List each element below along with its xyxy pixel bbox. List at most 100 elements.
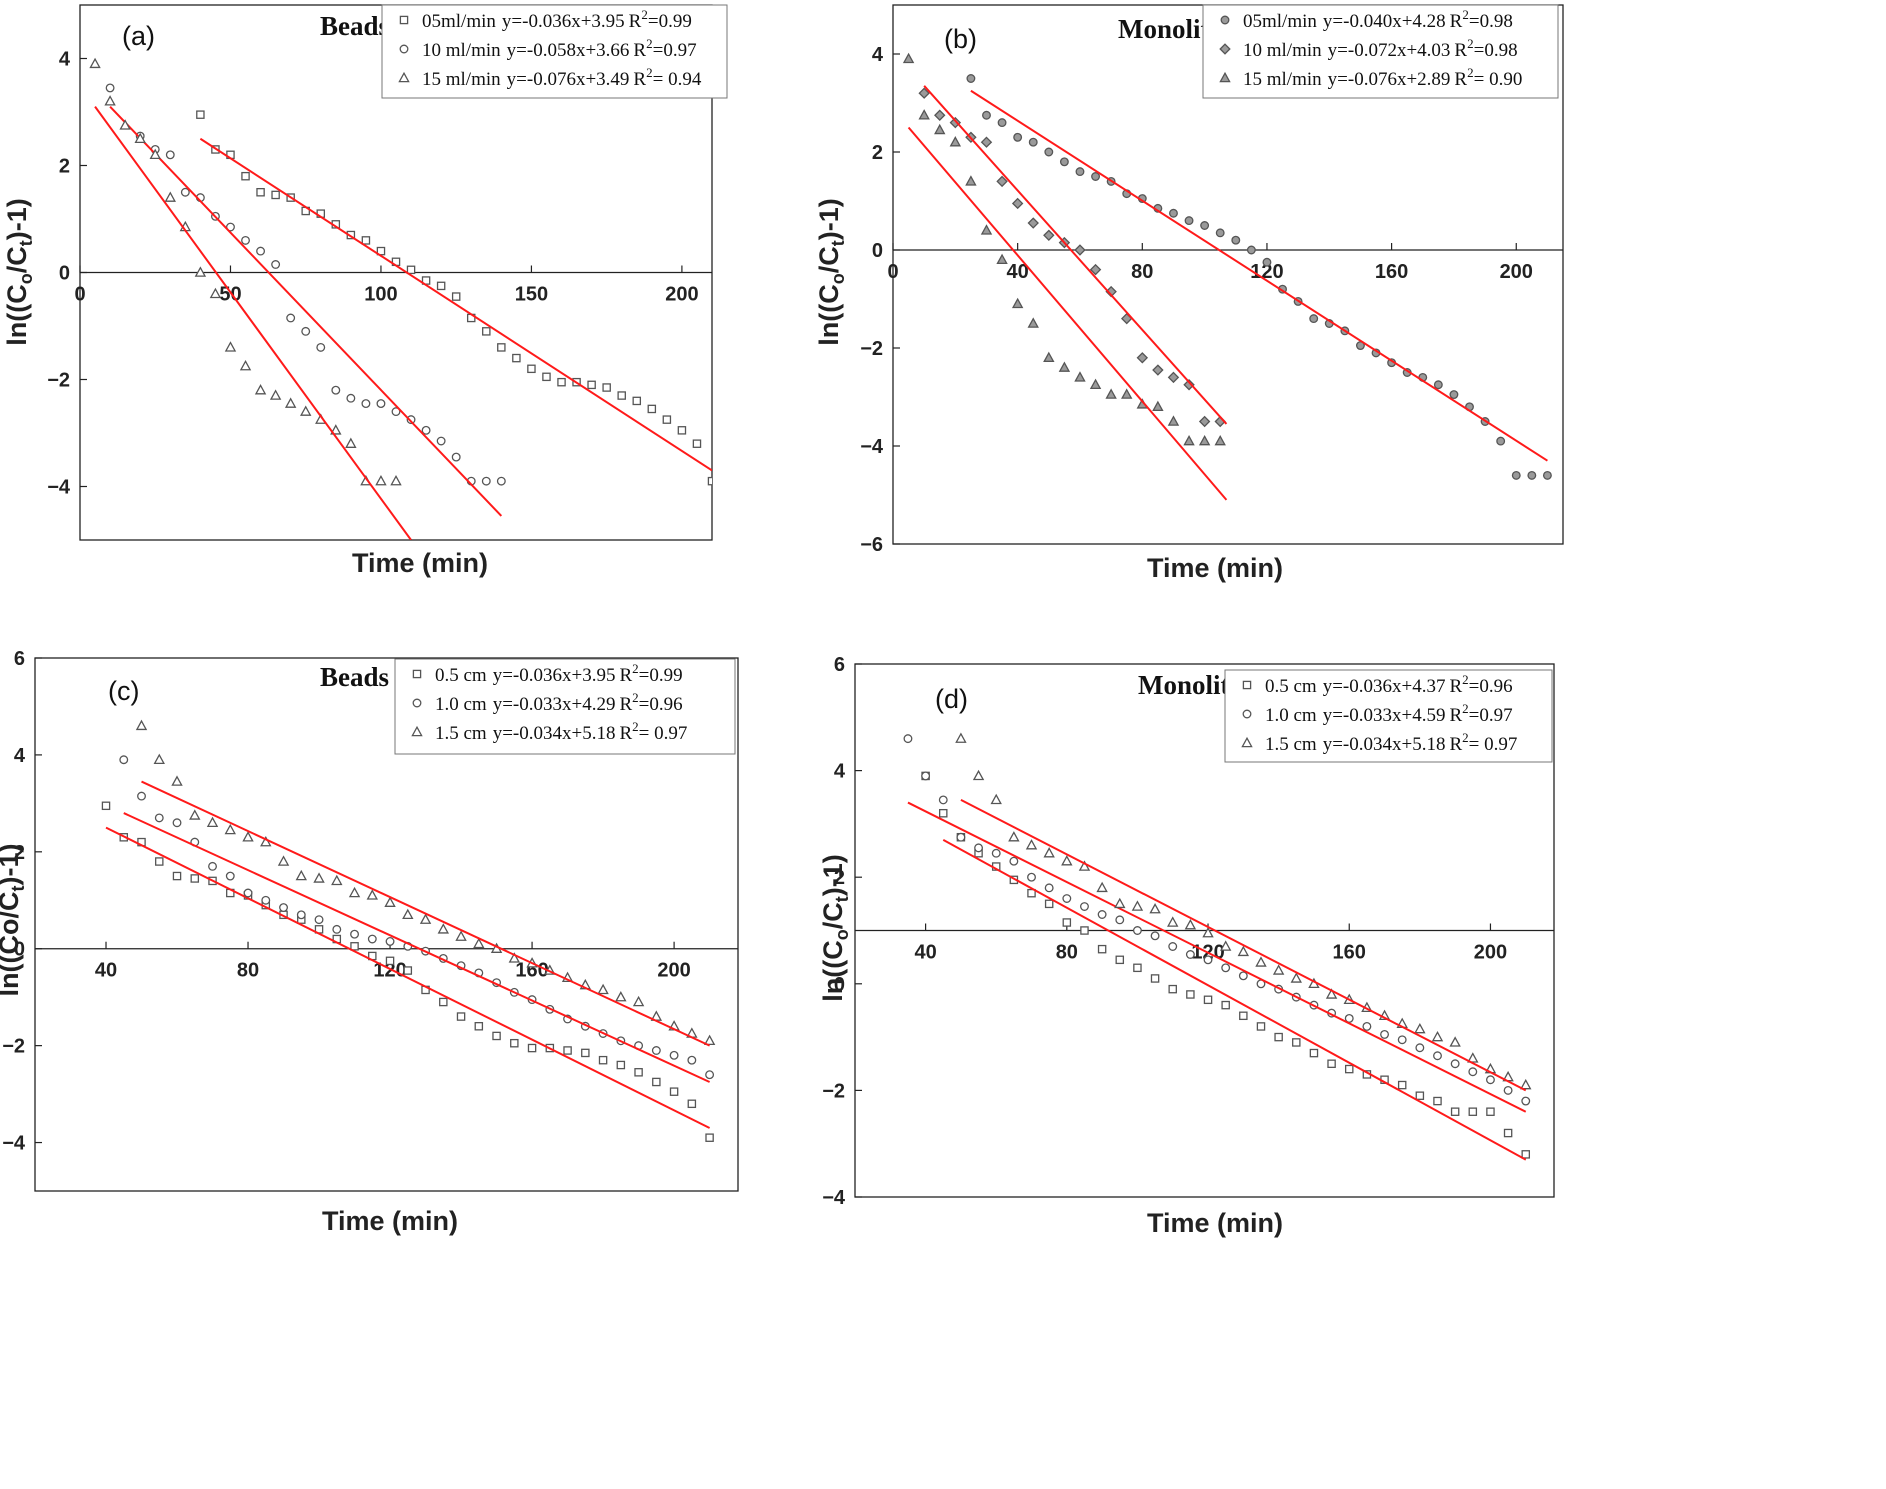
data-point-circle xyxy=(367,934,377,944)
data-point-triangle xyxy=(1467,1052,1479,1063)
data-point-square xyxy=(1292,1038,1301,1047)
legend-r2-sup: 2 xyxy=(632,719,639,734)
data-point-circle xyxy=(1242,709,1252,719)
y-tick-label: 4 xyxy=(14,745,26,767)
data-point-triangle xyxy=(902,52,915,64)
legend-label: 0.5 cm xyxy=(1265,676,1317,697)
data-point-triangle xyxy=(119,119,131,130)
data-point-circle xyxy=(1397,1035,1407,1045)
data-point-circle xyxy=(399,44,409,54)
legend-label: 1.0 cm xyxy=(435,694,487,715)
series-0 xyxy=(966,74,1552,480)
legend-r2: R xyxy=(1449,734,1462,755)
data-point-circle xyxy=(385,937,395,946)
data-point-diamond xyxy=(996,175,1008,188)
data-point-square xyxy=(1115,955,1125,965)
legend-equation: y=-0.076x+3.49 xyxy=(507,69,630,90)
legend-r2: R xyxy=(1449,676,1462,697)
data-point-square xyxy=(662,415,672,424)
legend-equation: y=-0.033x+4.29 xyxy=(493,694,616,715)
series-2 xyxy=(955,732,1532,1092)
legend-r2-value: =0.96 xyxy=(1469,676,1513,697)
plot-title: Beads xyxy=(320,11,389,41)
data-point-triangle xyxy=(1167,415,1180,426)
data-point-circle xyxy=(1362,1021,1372,1031)
data-point-square xyxy=(1521,1150,1531,1159)
data-point-square xyxy=(1309,1048,1319,1058)
data-point-triangle xyxy=(949,136,962,147)
data-point-circle xyxy=(243,888,253,898)
data-point-triangle xyxy=(284,397,297,408)
data-point-square xyxy=(939,808,948,818)
data-point-triangle xyxy=(295,869,307,881)
legend-label: 10 ml/min xyxy=(1243,40,1322,61)
legend-label: 15 ml/min xyxy=(422,69,501,90)
data-point-circle xyxy=(481,476,491,486)
data-point-triangle xyxy=(615,991,627,1002)
data-point-circle xyxy=(261,895,271,905)
data-point-circle xyxy=(346,393,356,403)
data-point-circle xyxy=(180,187,190,197)
fit-line xyxy=(105,826,711,1129)
data-point-circle xyxy=(1380,1029,1389,1039)
legend-box xyxy=(394,658,736,755)
data-point-square xyxy=(1468,1107,1478,1116)
series-0 xyxy=(101,801,714,1142)
data-point-circle xyxy=(1220,15,1230,25)
data-point-circle xyxy=(1344,1013,1354,1023)
data-point-square xyxy=(510,1038,519,1048)
y-axis-title-subscript: t xyxy=(8,886,28,892)
data-point-triangle xyxy=(1149,903,1161,914)
data-point-square xyxy=(350,942,359,951)
legend-r2: R xyxy=(1449,705,1462,726)
data-point-circle xyxy=(271,260,281,269)
data-point-circle xyxy=(1027,872,1036,882)
legend-r2-sup: 2 xyxy=(641,7,648,22)
y-tick-label: 0 xyxy=(834,974,845,996)
legend-entry-1: 1.0 cm y=-0.033x+4.29 R2=0.96 xyxy=(435,690,683,715)
data-point-circle xyxy=(165,150,175,160)
y-axis-title-part: )-1) xyxy=(0,844,24,886)
data-point-circle xyxy=(1044,883,1054,893)
data-point-circle xyxy=(412,698,422,708)
data-point-circle xyxy=(1115,915,1125,925)
data-point-square xyxy=(271,190,280,200)
data-point-circle xyxy=(1009,856,1019,866)
data-point-circle xyxy=(1231,235,1241,245)
data-point-square xyxy=(1150,974,1160,983)
legend-r2-value: =0.98 xyxy=(1474,40,1518,61)
data-point-square xyxy=(190,874,200,883)
series-1 xyxy=(119,755,715,1083)
x-tick-label: 150 xyxy=(515,284,548,306)
data-point-circle xyxy=(1075,167,1085,177)
y-axis-title: ln((Co/Ct)-1) xyxy=(2,198,36,345)
data-point-circle xyxy=(1238,971,1248,981)
data-point-square xyxy=(1221,1000,1230,1010)
x-axis-title: Time (min) xyxy=(322,1206,458,1236)
data-point-triangle xyxy=(277,855,290,866)
legend-r2: R xyxy=(1454,69,1467,90)
plot-area xyxy=(101,719,716,1142)
legend-r2-value: = 0.97 xyxy=(1469,734,1518,755)
data-point-circle xyxy=(316,342,326,352)
data-point-triangle xyxy=(260,835,272,847)
x-tick-label: 120 xyxy=(1250,261,1283,283)
data-point-triangle xyxy=(419,913,432,924)
data-point-triangle xyxy=(1431,1030,1444,1042)
fit-line xyxy=(94,106,412,540)
legend-r2: R xyxy=(633,40,646,61)
y-axis-title-part: /C xyxy=(818,902,848,929)
y-axis-title-part: )-1) xyxy=(2,198,32,240)
data-point-square xyxy=(1256,1022,1266,1031)
y-tick-label: −4 xyxy=(47,477,71,499)
data-point-triangle xyxy=(1325,988,1338,999)
data-point-circle xyxy=(938,795,948,805)
data-point-circle xyxy=(421,425,431,435)
data-point-triangle xyxy=(269,389,282,400)
data-point-square xyxy=(482,327,491,336)
legend-r2-sup: 2 xyxy=(1462,701,1469,716)
data-point-square xyxy=(385,956,395,966)
fit-line xyxy=(199,137,712,472)
x-axis-title: Time (min) xyxy=(1147,1208,1283,1238)
